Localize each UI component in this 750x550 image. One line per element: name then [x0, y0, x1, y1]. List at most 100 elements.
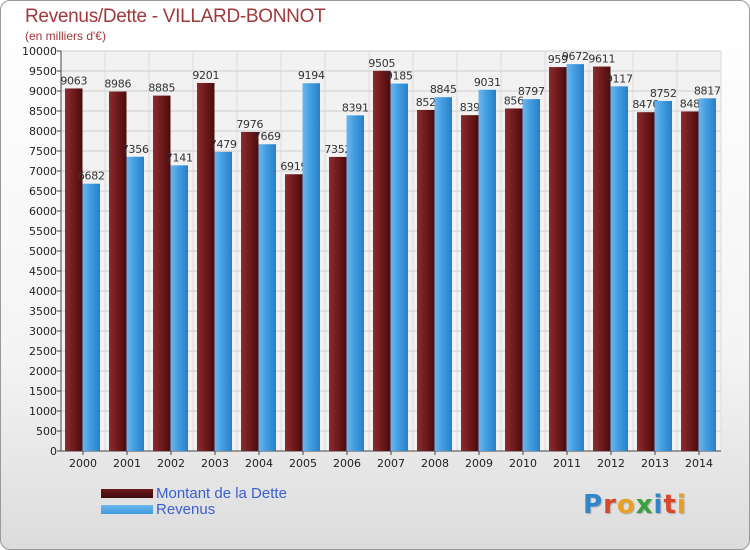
bar-revenus	[390, 83, 408, 451]
y-tick-label: 5500	[29, 225, 57, 238]
y-tick-label: 7000	[29, 165, 57, 178]
data-label-dette: 7352	[324, 143, 351, 156]
y-tick-label: 9000	[29, 85, 57, 98]
bar-revenus	[170, 165, 188, 452]
x-tick-label: 2006	[333, 457, 361, 470]
data-label-revenus: 8845	[430, 83, 457, 96]
x-tick-label: 2000	[69, 457, 97, 470]
bar-revenus	[478, 89, 496, 451]
y-tick-label: 1000	[29, 405, 57, 418]
y-tick-label: 1500	[29, 385, 57, 398]
x-tick-label: 2005	[289, 457, 317, 470]
bar-dette	[373, 70, 391, 452]
y-tick-label: 0	[50, 445, 57, 458]
y-tick-label: 4000	[29, 285, 57, 298]
y-tick-label: 6000	[29, 205, 57, 218]
bar-dette	[285, 174, 303, 452]
x-tick-label: 2012	[597, 457, 625, 470]
bar-dette	[505, 108, 523, 451]
data-label-revenus: 9672	[562, 50, 589, 63]
bar-dette	[593, 66, 611, 451]
x-tick-label: 2002	[157, 457, 185, 470]
bar-revenus	[610, 86, 628, 451]
x-tick-label: 2007	[377, 457, 405, 470]
chart-subtitle: (en milliers d'€)	[25, 29, 106, 43]
data-label-dette: 8986	[104, 78, 131, 91]
bar-dette	[329, 156, 347, 452]
bar-revenus	[434, 97, 452, 451]
bar-revenus	[566, 64, 584, 451]
bar-dette	[109, 91, 127, 451]
x-tick-label: 2008	[421, 457, 449, 470]
data-label-revenus: 8817	[694, 84, 721, 97]
bar-revenus	[82, 183, 100, 451]
data-label-revenus: 7356	[122, 143, 149, 156]
bar-revenus	[346, 115, 364, 452]
data-label-dette: 9063	[60, 74, 87, 87]
legend-swatch-dette	[101, 489, 153, 498]
data-label-dette: 6919	[280, 160, 307, 173]
bar-dette	[241, 131, 259, 451]
y-tick-label: 500	[36, 425, 57, 438]
bar-dette	[461, 115, 479, 451]
bar-dette	[417, 109, 435, 452]
data-label-dette: 9611	[588, 53, 615, 66]
data-label-revenus: 8391	[342, 101, 369, 114]
y-tick-label: 5000	[29, 245, 57, 258]
x-tick-label: 2010	[509, 457, 537, 470]
x-tick-label: 2003	[201, 457, 229, 470]
data-label-dette: 9505	[368, 57, 395, 70]
bar-revenus	[258, 144, 276, 452]
data-label-dette: 9201	[192, 69, 219, 82]
data-label-dette: 852	[416, 96, 436, 109]
y-tick-label: 9500	[29, 65, 57, 78]
bar-dette	[65, 88, 83, 451]
bar-revenus	[522, 99, 540, 452]
bar-revenus	[126, 156, 144, 451]
y-tick-label: 6500	[29, 185, 57, 198]
data-label-revenus: 7669	[254, 130, 281, 143]
x-tick-label: 2009	[465, 457, 493, 470]
x-tick-label: 2014	[685, 457, 713, 470]
bar-dette	[637, 112, 655, 451]
data-label-revenus: 7141	[166, 151, 193, 164]
bar-dette	[549, 67, 567, 451]
legend-label-dette: Montant de la Dette	[156, 485, 287, 502]
data-label-revenus: 9117	[606, 72, 633, 85]
data-label-dette: 839	[460, 101, 480, 114]
x-tick-label: 2011	[553, 457, 581, 470]
y-tick-label: 4500	[29, 265, 57, 278]
data-label-revenus: 9185	[386, 70, 413, 83]
y-tick-label: 8000	[29, 125, 57, 138]
data-label-revenus: 7479	[210, 138, 237, 151]
data-label-revenus: 8797	[518, 85, 545, 98]
y-tick-label: 3000	[29, 325, 57, 338]
data-label-revenus: 8752	[650, 87, 677, 100]
y-tick-label: 2000	[29, 365, 57, 378]
bar-dette	[197, 82, 215, 452]
y-tick-label: 3500	[29, 305, 57, 318]
data-label-dette: 8885	[148, 82, 175, 95]
y-tick-label: 10000	[22, 45, 57, 58]
bar-revenus	[654, 100, 672, 452]
y-tick-label: 8500	[29, 105, 57, 118]
data-label-dette: 8470	[632, 98, 659, 111]
x-tick-label: 2004	[245, 457, 273, 470]
bar-revenus	[214, 151, 232, 451]
data-label-dette: 959	[548, 53, 568, 66]
data-label-revenus: 9194	[298, 69, 325, 82]
y-tick-label: 2500	[29, 345, 57, 358]
legend-label-revenus: Revenus	[156, 501, 216, 518]
bar-dette	[681, 111, 699, 452]
data-label-dette: 848	[680, 98, 700, 111]
x-tick-label: 2013	[641, 457, 669, 470]
data-label-dette: 856	[504, 94, 524, 107]
data-label-revenus: 9031	[474, 76, 501, 89]
data-label-revenus: 6682	[78, 170, 105, 183]
bar-dette	[153, 95, 171, 451]
chart-title: Revenus/Dette - VILLARD-BONNOT	[25, 6, 326, 27]
proxiti-logo: Proxiti	[583, 490, 687, 520]
bar-revenus	[302, 83, 320, 452]
